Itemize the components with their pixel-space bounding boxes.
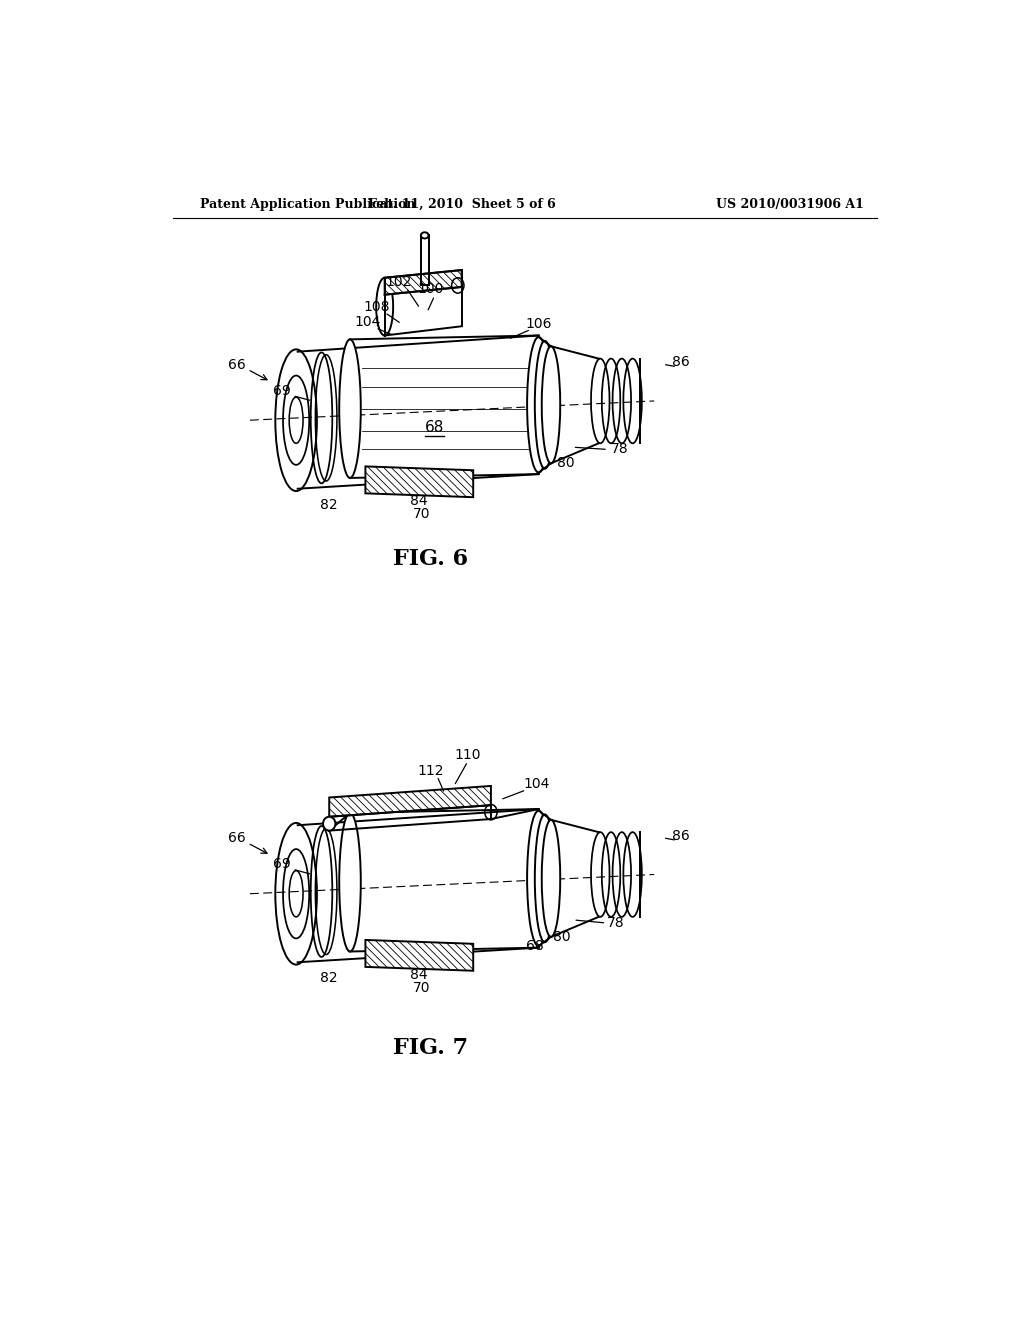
Text: 106: 106 [525, 317, 552, 331]
Ellipse shape [527, 810, 550, 946]
Ellipse shape [339, 339, 360, 478]
Text: 112: 112 [418, 763, 444, 777]
Ellipse shape [542, 346, 560, 463]
Text: 108: 108 [364, 300, 390, 314]
Polygon shape [366, 940, 473, 970]
Text: 70: 70 [413, 507, 430, 521]
Text: 68: 68 [526, 939, 544, 953]
Ellipse shape [535, 341, 555, 469]
Text: US 2010/0031906 A1: US 2010/0031906 A1 [716, 198, 863, 211]
Ellipse shape [535, 814, 555, 942]
Text: 84: 84 [411, 968, 428, 982]
Text: 69: 69 [273, 858, 291, 871]
Ellipse shape [542, 820, 560, 937]
Text: FIG. 7: FIG. 7 [393, 1036, 468, 1059]
Text: Patent Application Publication: Patent Application Publication [200, 198, 416, 211]
Text: Feb. 11, 2010  Sheet 5 of 6: Feb. 11, 2010 Sheet 5 of 6 [368, 198, 556, 211]
Ellipse shape [323, 817, 336, 830]
Text: 80: 80 [553, 929, 570, 944]
Ellipse shape [376, 277, 393, 335]
Text: 84: 84 [411, 494, 428, 508]
Text: 82: 82 [321, 498, 338, 512]
Text: 86: 86 [672, 355, 690, 370]
Ellipse shape [339, 813, 360, 952]
Text: 100: 100 [418, 282, 444, 296]
Text: FIG. 6: FIG. 6 [393, 548, 468, 570]
Text: 86: 86 [672, 829, 690, 843]
Ellipse shape [421, 232, 429, 239]
Polygon shape [330, 785, 490, 817]
Text: 78: 78 [610, 442, 629, 457]
Text: 104: 104 [524, 777, 550, 792]
Text: 69: 69 [273, 384, 291, 397]
Text: 70: 70 [413, 981, 430, 995]
Text: 104: 104 [354, 315, 381, 330]
Ellipse shape [527, 337, 550, 473]
Polygon shape [366, 466, 473, 498]
Text: 66: 66 [228, 832, 246, 845]
Text: 66: 66 [228, 358, 246, 372]
Text: 110: 110 [455, 748, 481, 762]
Text: 102: 102 [385, 275, 412, 289]
Polygon shape [385, 271, 462, 294]
Text: 82: 82 [321, 972, 338, 986]
Text: 78: 78 [607, 916, 625, 931]
Text: 68: 68 [425, 420, 444, 436]
Text: 80: 80 [557, 455, 574, 470]
